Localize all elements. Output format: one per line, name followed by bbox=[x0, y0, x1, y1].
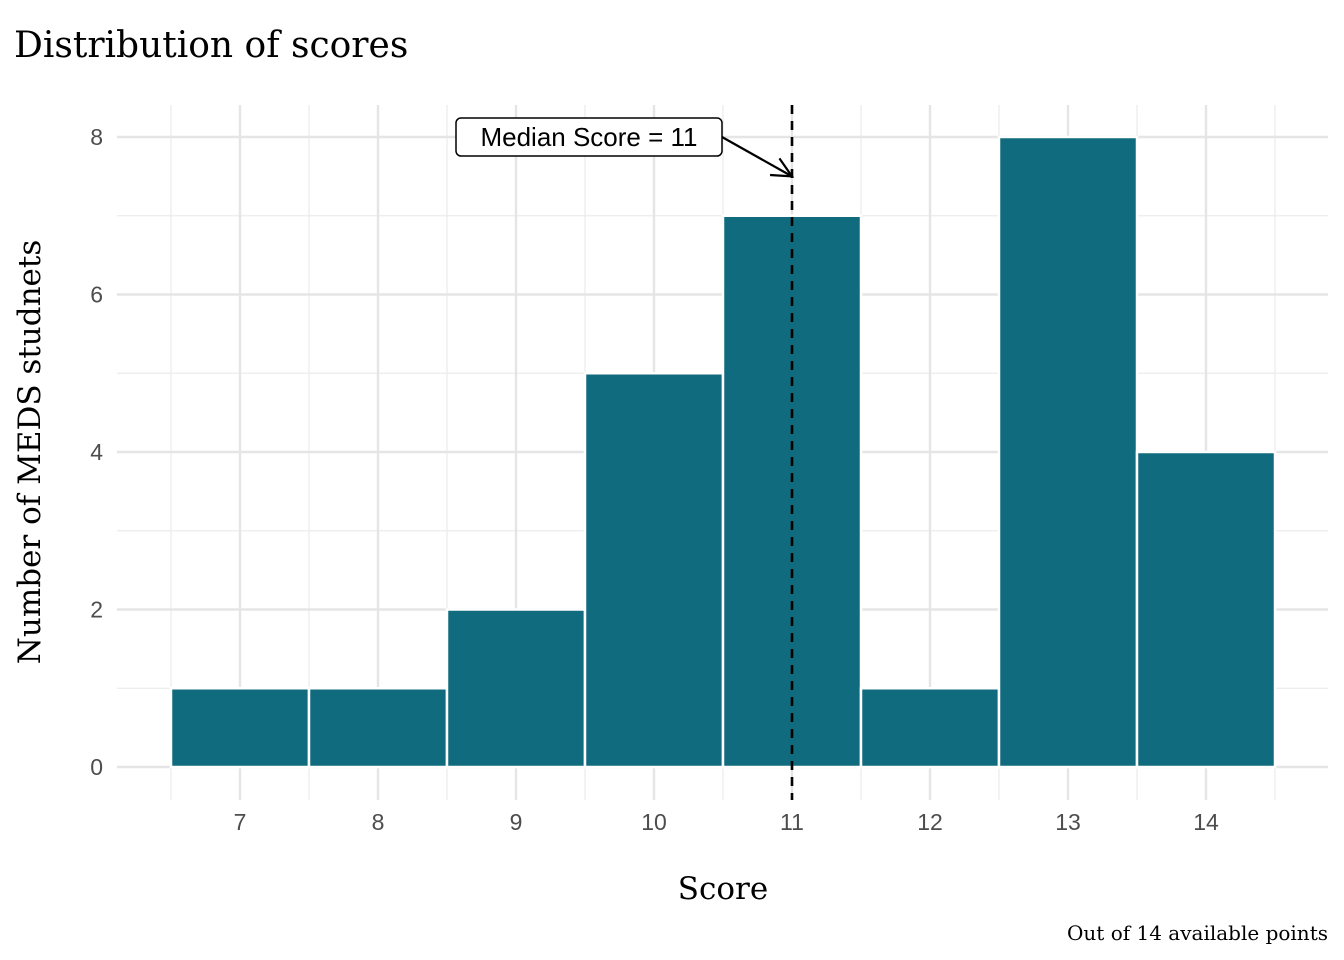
chart-title: Distribution of scores bbox=[14, 25, 408, 66]
annotation-arrow-head bbox=[769, 157, 795, 178]
y-tick-label: 4 bbox=[90, 439, 103, 465]
bar-score-14 bbox=[1135, 450, 1277, 769]
median-annotation: Median Score = 11 bbox=[455, 117, 795, 178]
x-tick-label: 14 bbox=[1193, 809, 1219, 835]
bar-score-12 bbox=[859, 687, 1001, 769]
bar-score-8 bbox=[307, 687, 449, 769]
y-tick-label: 0 bbox=[90, 754, 103, 780]
annotation-label: Median Score = 11 bbox=[480, 122, 697, 152]
y-tick-label: 6 bbox=[90, 282, 103, 308]
annotation-arrow bbox=[721, 136, 793, 178]
x-axis-title: Score bbox=[678, 871, 768, 907]
bar-score-13 bbox=[997, 135, 1139, 769]
bar-score-10 bbox=[583, 372, 725, 769]
x-tick-label: 10 bbox=[641, 809, 667, 835]
bar-score-9 bbox=[445, 608, 587, 769]
x-tick-label: 11 bbox=[780, 809, 804, 835]
y-tick-label: 2 bbox=[90, 597, 103, 623]
bar-score-7 bbox=[169, 687, 311, 769]
x-tick-label: 12 bbox=[917, 809, 943, 835]
x-tick-label: 9 bbox=[510, 809, 523, 835]
y-tick-label: 8 bbox=[90, 124, 103, 150]
x-tick-label: 8 bbox=[372, 809, 385, 835]
y-axis-title: Number of MEDS studnets bbox=[12, 240, 48, 665]
x-tick-label: 13 bbox=[1055, 809, 1081, 835]
chart-caption: Out of 14 available points bbox=[1067, 921, 1328, 945]
x-axis-ticks: 7 8 9 10 11 12 13 14 bbox=[234, 809, 1219, 835]
y-axis-ticks: 0 2 4 6 8 bbox=[90, 124, 103, 780]
x-tick-label: 7 bbox=[234, 809, 247, 835]
